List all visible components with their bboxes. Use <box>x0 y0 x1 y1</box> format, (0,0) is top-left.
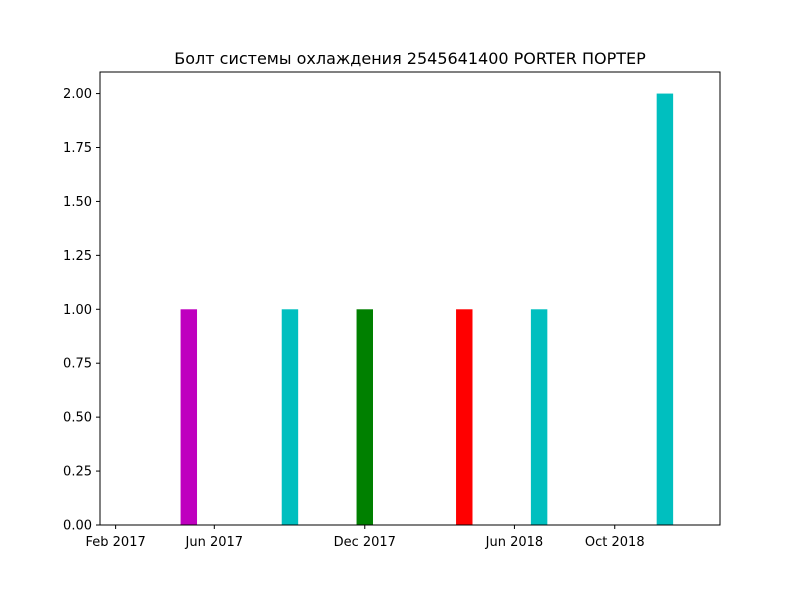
y-tick-label: 0.50 <box>63 411 92 426</box>
y-tick-label: 0.75 <box>63 357 92 372</box>
bar <box>281 309 299 525</box>
plot-frame <box>99 71 721 526</box>
x-tick-label: Jun 2017 <box>185 535 244 550</box>
y-axis: 0.00 0.25 0.50 0.75 1.00 1.25 1.50 1.75 2.00 <box>63 87 100 534</box>
y-tick-label: 1.75 <box>63 141 92 156</box>
x-tick-label: Dec 2017 <box>334 535 396 550</box>
bar <box>456 309 473 525</box>
y-tick-label: 1.50 <box>63 195 92 210</box>
x-tick-label: Jun 2018 <box>485 535 544 550</box>
bar <box>180 309 198 525</box>
bar <box>656 93 674 525</box>
x-axis: Feb 2017 Jun 2017 Dec 2017 Jun 2018 Oct 2018 <box>86 525 645 550</box>
y-tick-label: 0.25 <box>63 465 92 480</box>
x-tick-label: Oct 2018 <box>585 535 645 550</box>
chart-title: Болт системы охлаждения 2545641400 PORTE… <box>174 49 646 68</box>
y-tick-label: 2.00 <box>63 87 92 102</box>
bar <box>530 309 548 525</box>
bars-layer <box>180 93 674 525</box>
bar <box>356 309 373 525</box>
y-tick-label: 0.00 <box>63 519 92 534</box>
y-tick-label: 1.25 <box>63 249 92 264</box>
x-tick-label: Feb 2017 <box>86 535 146 550</box>
y-tick-label: 1.00 <box>63 303 92 318</box>
